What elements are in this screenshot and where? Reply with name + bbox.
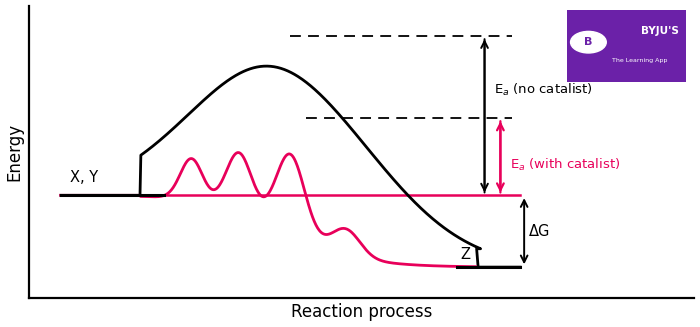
FancyBboxPatch shape bbox=[565, 9, 688, 83]
Text: E$_a$ (no catalist): E$_a$ (no catalist) bbox=[494, 82, 593, 98]
Text: ΔG: ΔG bbox=[529, 224, 550, 239]
Text: E$_a$ (with catalist): E$_a$ (with catalist) bbox=[510, 157, 620, 173]
Y-axis label: Energy: Energy bbox=[6, 123, 24, 181]
Text: The Learning App: The Learning App bbox=[612, 58, 668, 63]
Text: X, Y: X, Y bbox=[70, 170, 99, 185]
Circle shape bbox=[570, 31, 606, 53]
Text: Z: Z bbox=[461, 247, 471, 262]
Text: B: B bbox=[584, 37, 593, 47]
Text: BYJU'S: BYJU'S bbox=[640, 26, 679, 36]
X-axis label: Reaction process: Reaction process bbox=[291, 303, 433, 321]
